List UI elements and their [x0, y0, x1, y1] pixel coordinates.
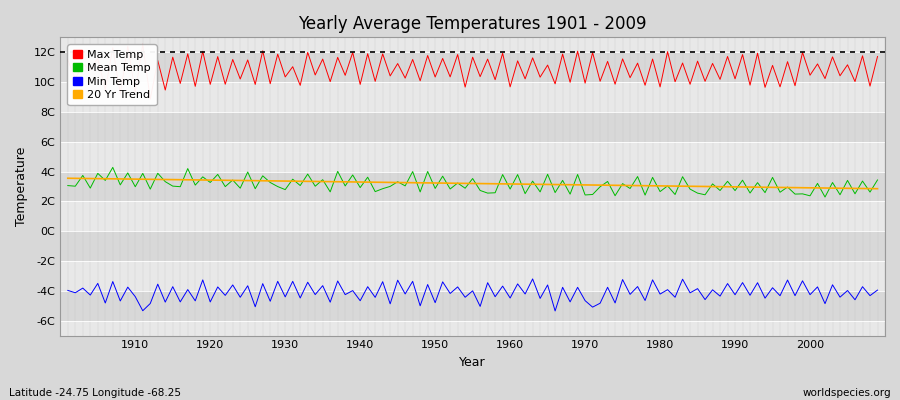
Text: worldspecies.org: worldspecies.org	[803, 388, 891, 398]
Bar	[60, 261, 885, 291]
Bar	[60, 231, 885, 261]
Bar	[60, 172, 885, 201]
Bar	[60, 52, 885, 82]
X-axis label: Year: Year	[459, 356, 486, 369]
Bar	[60, 82, 885, 112]
Bar	[60, 201, 885, 231]
Bar	[60, 112, 885, 142]
Legend: Max Temp, Mean Temp, Min Temp, 20 Yr Trend: Max Temp, Mean Temp, Min Temp, 20 Yr Tre…	[68, 44, 157, 106]
Y-axis label: Temperature: Temperature	[15, 147, 28, 226]
Bar	[60, 291, 885, 321]
Title: Yearly Average Temperatures 1901 - 2009: Yearly Average Temperatures 1901 - 2009	[299, 15, 647, 33]
Bar	[60, 142, 885, 172]
Text: Latitude -24.75 Longitude -68.25: Latitude -24.75 Longitude -68.25	[9, 388, 181, 398]
